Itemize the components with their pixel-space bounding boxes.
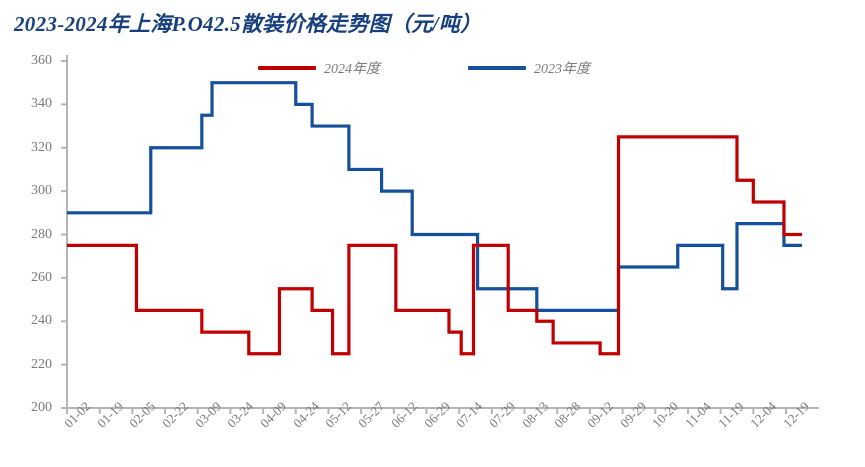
y-axis-tick-label: 280 [31,226,52,242]
y-axis-tick-label: 260 [31,269,52,285]
y-axis-tick-label: 340 [31,96,52,112]
y-axis-tick-label: 320 [31,139,52,155]
y-axis-tick-label: 200 [31,400,52,415]
legend-item-2023[interactable]: 2023年度 [468,58,590,78]
legend-label-2023: 2023年度 [534,62,590,77]
legend-label-2024: 2024年度 [324,62,380,77]
legend-item-2024[interactable]: 2024年度 [258,58,380,78]
series-line-2023 [67,81,802,313]
y-axis-tick-label: 360 [31,53,52,68]
legend-swatch-2024 [258,66,316,70]
chart-title: 2023-2024年上海P.O42.5散装价格走势图（元/吨） [14,12,482,36]
y-axis-tick-label: 300 [31,183,52,199]
y-axis-tick-label: 220 [31,356,52,372]
series-line-2024 [67,135,802,356]
y-axis-tick-label: 240 [31,313,52,329]
chart-legend: 2024年度 2023年度 [0,58,865,78]
legend-swatch-2023 [468,66,526,70]
